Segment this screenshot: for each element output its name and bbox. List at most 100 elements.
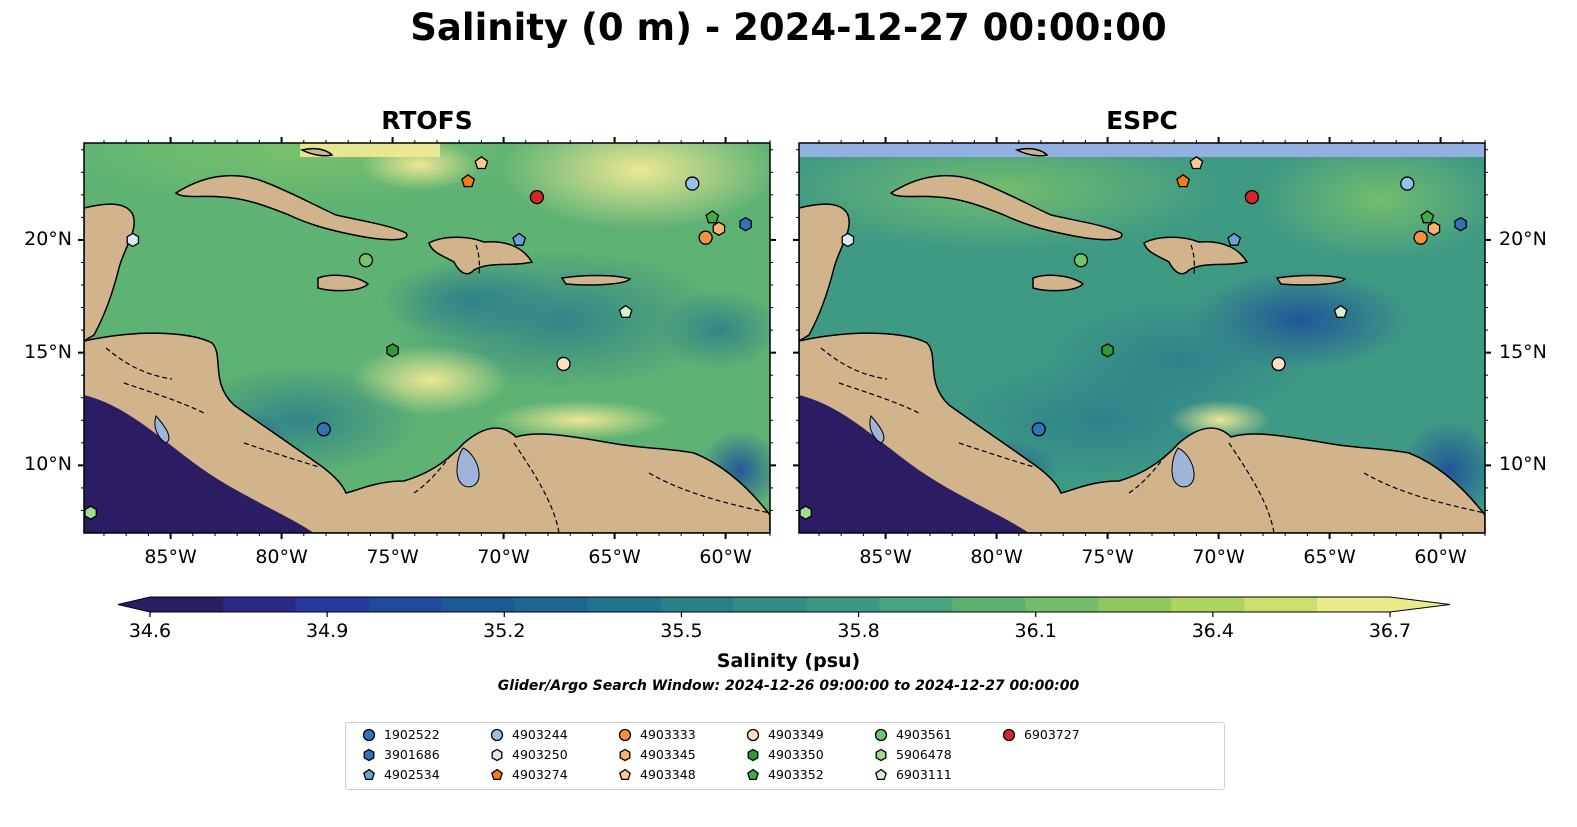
legend-marker-icon — [875, 748, 887, 761]
colorbar-segment — [150, 597, 224, 612]
colorbar-segment — [1244, 597, 1318, 612]
legend-label: 5906478 — [896, 747, 952, 762]
legend-label: 3901686 — [384, 747, 440, 762]
lat-tick-label-right: 20°N — [1499, 227, 1547, 250]
legend-entry-6903111: 6903111 — [874, 767, 952, 782]
float-marker-4903352 — [705, 210, 720, 224]
legend-entry-4903348: 4903348 — [618, 767, 696, 782]
float-marker-6903727 — [529, 189, 545, 205]
colorbar — [117, 596, 1451, 617]
legend-entry-4903333: 4903333 — [618, 727, 696, 742]
colorbar-tick-label: 36.7 — [1368, 620, 1412, 642]
float-marker-4903250 — [126, 232, 140, 248]
legend-label: 4903352 — [768, 767, 824, 782]
colorbar-tick-label: 34.6 — [128, 620, 172, 642]
float-marker-4902534 — [1227, 232, 1242, 246]
panel-title-espc: ESPC — [1106, 106, 1178, 135]
legend-entry-4902534: 4902534 — [362, 767, 440, 782]
legend-marker-icon — [875, 768, 887, 780]
colorbar-segment — [441, 597, 516, 612]
legend-marker-icon — [747, 748, 759, 761]
legend-marker-icon — [363, 768, 375, 780]
float-marker-6903111 — [1333, 304, 1348, 318]
float-marker-4903349 — [1271, 356, 1286, 372]
colorbar-segment — [295, 597, 370, 612]
panel-title-rtofs: RTOFS — [381, 106, 473, 135]
legend-label: 6903111 — [896, 767, 952, 782]
lon-tick-label-espc: 75°W — [1081, 546, 1134, 568]
lat-tick-label-right: 10°N — [1499, 453, 1547, 476]
colorbar-segment — [660, 597, 735, 612]
lon-tick-label-espc: 85°W — [859, 546, 912, 568]
colorbar-label: Salinity (psu) — [716, 650, 861, 672]
colorbar-segment — [952, 597, 1026, 612]
colorbar-tick-label: 35.5 — [660, 620, 703, 642]
lon-tick-label-rtofs: 75°W — [366, 546, 419, 568]
colorbar-tick-label: 34.9 — [305, 620, 349, 642]
colorbar-segment — [879, 597, 953, 612]
colorbar-segment — [806, 597, 881, 612]
colorbar-segment — [1025, 597, 1099, 612]
colorbar-extend-low — [118, 597, 150, 612]
float-marker-4903348 — [474, 155, 489, 170]
nodata-band — [799, 143, 1485, 157]
legend-label: 6903727 — [1024, 727, 1080, 742]
lon-tick-label-rtofs: 70°W — [477, 546, 530, 568]
float-marker-3901686 — [739, 216, 752, 232]
lon-tick-label-rtofs: 65°W — [588, 546, 641, 568]
float-marker-6903111 — [618, 304, 633, 318]
float-marker-4903333 — [698, 230, 713, 245]
float-marker-4903350 — [1101, 343, 1114, 358]
float-markers — [84, 155, 1467, 520]
float-marker-4903561 — [358, 253, 374, 268]
float-marker-4902534 — [512, 232, 527, 246]
colorbar-segment — [222, 597, 297, 612]
lat-tick-label-left: 20°N — [24, 227, 72, 250]
colorbar-tick-label: 36.1 — [1014, 620, 1057, 642]
float-marker-4903352 — [1420, 210, 1435, 224]
legend-entry-1902522: 1902522 — [362, 727, 440, 742]
legend-marker-icon — [619, 748, 631, 761]
lon-tick-label-rtofs: 60°W — [699, 546, 752, 568]
legend-entry-5906478: 5906478 — [874, 747, 952, 762]
float-marker-4903333 — [1413, 230, 1428, 245]
legend-label: 4903274 — [512, 767, 568, 782]
lon-tick-label-espc: 65°W — [1303, 546, 1356, 568]
colorbar-tick-label: 35.8 — [837, 620, 880, 642]
legend-marker-icon — [619, 768, 631, 780]
float-marker-6903727 — [1244, 189, 1260, 205]
legend-entry-6903727: 6903727 — [1002, 727, 1080, 742]
legend-entry-4903350: 4903350 — [746, 747, 824, 762]
lon-tick-label-rtofs: 80°W — [255, 546, 308, 568]
float-marker-1902522 — [316, 422, 331, 437]
legend-label: 4902534 — [384, 767, 440, 782]
float-marker-4903345 — [712, 221, 726, 236]
legend-label: 4903349 — [768, 727, 824, 742]
float-marker-4903274 — [461, 173, 476, 188]
legend-entry-4903250: 4903250 — [490, 747, 568, 762]
legend-entry-4903274: 4903274 — [490, 767, 568, 782]
legend-marker-icon — [874, 728, 888, 741]
colorbar-segment — [1317, 597, 1391, 612]
float-marker-4903348 — [1189, 155, 1204, 170]
lon-tick-label-espc: 70°W — [1192, 546, 1245, 568]
colorbar-segment — [368, 597, 443, 612]
float-marker-1902522 — [1031, 422, 1046, 437]
colorbar-segment — [587, 597, 662, 612]
float-marker-4903350 — [386, 343, 399, 358]
float-marker-4903250 — [841, 232, 855, 248]
colorbar-tick-label: 36.4 — [1191, 620, 1234, 642]
colorbar-segment — [1098, 597, 1172, 612]
float-marker-4903244 — [1400, 176, 1415, 191]
legend-entry-3901686: 3901686 — [362, 747, 440, 762]
legend-entry-4903244: 4903244 — [490, 727, 568, 742]
float-marker-5906478 — [799, 505, 812, 520]
lon-tick-label-espc: 60°W — [1414, 546, 1467, 568]
legend-entry-4903349: 4903349 — [746, 727, 824, 742]
lon-tick-label-rtofs: 85°W — [144, 546, 197, 568]
colorbar-tick-label: 35.2 — [483, 620, 526, 642]
colorbar-extend-high — [1390, 597, 1450, 612]
float-marker-3901686 — [1454, 216, 1467, 232]
legend-marker-icon — [491, 768, 503, 780]
